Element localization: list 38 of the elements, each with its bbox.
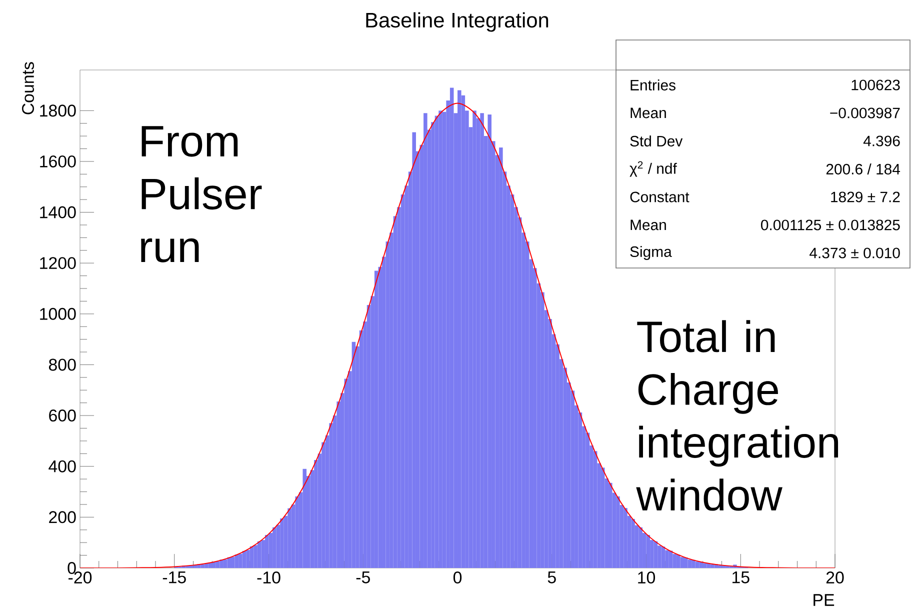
annotation: Std Dev (630, 135, 683, 146)
annotation: Mean (630, 220, 666, 230)
y-tick-label: 1800 (40, 104, 76, 117)
annotation: Total in Charge integration window (636, 320, 838, 511)
y-tick-label: 1000 (40, 308, 76, 320)
x-tick-label: -10 (257, 572, 280, 584)
y-tick-label: 1200 (40, 257, 76, 270)
annotation: 200.6 / 184 (826, 163, 900, 174)
y-tick-label: 800 (48, 358, 76, 371)
x-tick-label: 0 (453, 572, 462, 584)
annotation: Constant (630, 192, 690, 202)
y-tick-label: 1400 (40, 206, 76, 218)
chart-title: Baseline Integration (366, 12, 548, 32)
x-tick-label: -5 (356, 572, 370, 584)
y-tick-label: 400 (48, 460, 76, 472)
text: 4.396 (863, 136, 900, 146)
x-tick-label: 15 (732, 572, 750, 584)
x-tick-label: 5 (548, 572, 556, 584)
x-tick-label: 10 (638, 572, 656, 584)
y-tick-label: 200 (49, 511, 76, 524)
x-tick-label: 20 (826, 572, 844, 584)
y-tick-label: 0 (68, 562, 76, 574)
y-tick-label: 1600 (40, 155, 76, 168)
annotation: Mean (630, 108, 666, 118)
text: 100623 (852, 80, 900, 90)
y-axis-title: Counts (22, 62, 34, 114)
y-tick-label: 600 (49, 410, 76, 422)
annotation: 1829 ± 7.2 (831, 192, 900, 202)
annotation: From Pulser run (141, 126, 262, 262)
x-tick-label: -15 (162, 572, 186, 584)
annotation: 4.373 ± 0.010 (810, 248, 900, 258)
x-tick-label: -20 (68, 572, 92, 584)
annotation: Entries (630, 79, 676, 90)
x-axis-title: PE (814, 594, 834, 606)
annotation: 0.001125 ± 0.013825 (761, 220, 900, 230)
annotation: Sigma (630, 246, 672, 260)
annotation: −0.003987 (830, 108, 900, 118)
annotation: χ$^{2}$ / ndf (630, 161, 677, 177)
